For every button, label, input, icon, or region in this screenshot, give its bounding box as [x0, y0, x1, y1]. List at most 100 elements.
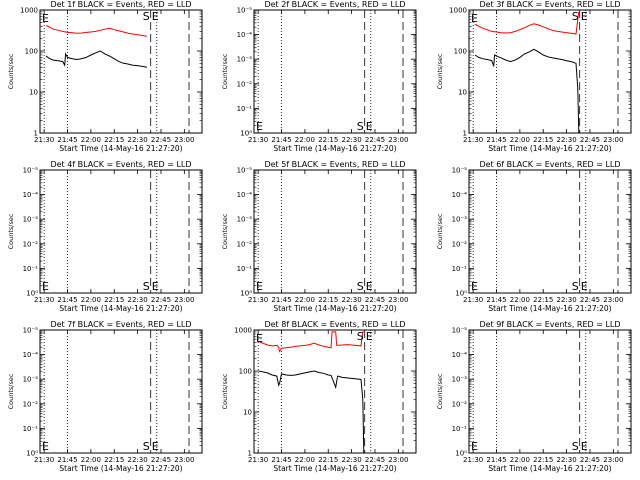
det3-xtick-label: 21:45: [486, 136, 506, 144]
det3-series-events: [474, 48, 580, 134]
det6-plot-frame: [468, 169, 632, 294]
det4-xtick-label: 22:45: [151, 296, 171, 304]
det9-marker-e-end: E: [581, 440, 588, 453]
det5-marker-s: S: [357, 280, 364, 293]
det3-marker-e-start: E: [471, 12, 478, 25]
det7-ytick-label: 10⁻²: [23, 400, 39, 408]
det8-ytick-label: 10: [243, 409, 252, 417]
det4-ylabel: Counts/sec: [7, 213, 15, 249]
det8-ylabel: Counts/sec: [221, 373, 229, 409]
det4-xtick-label: 21:45: [57, 296, 77, 304]
det3-ytick-label: 1000: [449, 7, 467, 15]
det2-ytick-label: 10⁻⁵: [237, 7, 253, 15]
det1-plot-frame: [39, 9, 203, 134]
det4-marker-e-end: E: [152, 280, 159, 293]
det8-xtick-label: 22:45: [365, 456, 385, 464]
det7-marker-s: S: [143, 440, 150, 453]
det1-xtick-label: 22:45: [151, 136, 171, 144]
det8-xtick-label: 22:00: [295, 456, 315, 464]
det3-ytick-label: 1: [463, 130, 467, 138]
det3-title: Det 3f BLACK = Events, RED = LLD: [479, 0, 620, 9]
det3-xtick-label: 23:00: [603, 136, 623, 144]
det6-xtick-label: 22:30: [557, 296, 577, 304]
det1-series-lld: [45, 24, 148, 37]
det6-ytick-label: 10⁻⁴: [452, 191, 468, 199]
det3-ytick-label: 10: [458, 89, 467, 97]
det8-ytick-label: 1000: [234, 327, 252, 335]
det5-marker-e-start: E: [256, 280, 263, 293]
det9-xtick-label: 23:00: [603, 456, 623, 464]
det4-xtick-label: 22:30: [128, 296, 148, 304]
det6-ytick-label: 10⁻³: [452, 216, 468, 224]
det9-xtick-label: 22:15: [533, 456, 553, 464]
det4-panel: Det 4f BLACK = Events, RED = LLD 21:30 21:…: [7, 160, 203, 313]
det3-xtick-label: 22:45: [580, 136, 600, 144]
det9-title: Det 9f BLACK = Events, RED = LLD: [479, 320, 620, 329]
det8-series-lld: [258, 331, 364, 353]
det2-xtick-label: 22:00: [295, 136, 315, 144]
det6-xtick-label: 21:45: [486, 296, 506, 304]
det6-xlabel: Start Time (14-May-16 21:27:20): [488, 304, 611, 313]
det9-xtick-label: 21:30: [463, 456, 483, 464]
det7-xlabel: Start Time (14-May-16 21:27:20): [59, 464, 182, 473]
det6-xtick-label: 22:45: [580, 296, 600, 304]
det2-title: Det 2f BLACK = Events, RED = LLD: [264, 0, 405, 9]
det3-xtick-label: 22:00: [510, 136, 530, 144]
det5-xtick-label: 22:00: [295, 296, 315, 304]
det5-title: Det 5f BLACK = Events, RED = LLD: [264, 160, 405, 169]
det1-ytick-label: 1: [34, 130, 38, 138]
det7-marker-e-start: E: [42, 440, 49, 453]
det6-ytick-label: 10⁰: [455, 290, 467, 298]
det6-xtick-label: 21:30: [463, 296, 483, 304]
det3-plot-frame: [468, 9, 632, 134]
det7-ytick-label: 10⁻¹: [23, 425, 39, 433]
det6-ytick-label: 10⁻²: [452, 240, 468, 248]
det4-ytick-label: 10⁻¹: [23, 265, 39, 273]
det6-panel: Det 6f BLACK = Events, RED = LLD 21:30 21:…: [436, 160, 632, 313]
det2-xlabel: Start Time (14-May-16 21:27:20): [273, 144, 396, 153]
det2-marker-e-start: E: [256, 120, 263, 133]
det5-ylabel: Counts/sec: [221, 213, 229, 249]
det4-ytick-label: 10⁻⁴: [23, 191, 39, 199]
det7-plot-frame: [39, 329, 203, 454]
det7-xtick-label: 22:30: [128, 456, 148, 464]
det2-ytick-label: 10⁰: [240, 130, 252, 138]
det5-xtick-label: 22:45: [365, 296, 385, 304]
det6-marker-s: S: [572, 280, 579, 293]
det5-xtick-label: 22:30: [342, 296, 362, 304]
det9-ytick-label: 10⁻¹: [452, 425, 468, 433]
det4-xtick-label: 22:00: [81, 296, 101, 304]
det9-xtick-label: 22:00: [510, 456, 530, 464]
det1-xtick-label: 22:00: [81, 136, 101, 144]
det2-marker-e-end: E: [366, 120, 373, 133]
det7-title: Det 7f BLACK = Events, RED = LLD: [50, 320, 191, 329]
det4-ytick-label: 10⁰: [26, 290, 38, 298]
det7-xtick-label: 21:30: [34, 456, 54, 464]
det8-xtick-label: 22:15: [318, 456, 338, 464]
det1-marker-e-start: E: [42, 12, 49, 25]
det4-title: Det 4f BLACK = Events, RED = LLD: [50, 160, 191, 169]
det1-xtick-label: 22:30: [128, 136, 148, 144]
det6-ytick-label: 10⁻⁵: [452, 167, 468, 175]
det8-panel: Det 8f BLACK = Events, RED = LLD 21:30 21:…: [221, 320, 417, 473]
det3-marker-s: S: [572, 10, 579, 23]
det2-ytick-label: 10⁻²: [237, 80, 253, 88]
det6-ylabel: Counts/sec: [436, 213, 444, 249]
det8-marker-s: S: [357, 330, 364, 343]
det9-panel: Det 9f BLACK = Events, RED = LLD 21:30 21:…: [436, 320, 632, 473]
det2-plot-frame: [253, 9, 417, 134]
det3-xtick-label: 21:30: [463, 136, 483, 144]
det1-series-events: [45, 50, 148, 68]
det2-xtick-label: 22:15: [318, 136, 338, 144]
det3-marker-e-end: E: [581, 10, 588, 23]
det4-ytick-label: 10⁻⁵: [23, 167, 39, 175]
det7-xtick-label: 22:15: [104, 456, 124, 464]
det3-series-lld: [474, 11, 580, 35]
det1-marker-e-end: E: [152, 10, 159, 23]
det1-xlabel: Start Time (14-May-16 21:27:20): [59, 144, 182, 153]
det4-xtick-label: 23:00: [174, 296, 194, 304]
det2-panel: Det 2f BLACK = Events, RED = LLD 21:30 21:…: [221, 0, 417, 153]
det5-ytick-label: 10⁰: [240, 290, 252, 298]
det6-marker-e-start: E: [471, 280, 478, 293]
det3-ytick-label: 100: [454, 48, 467, 56]
